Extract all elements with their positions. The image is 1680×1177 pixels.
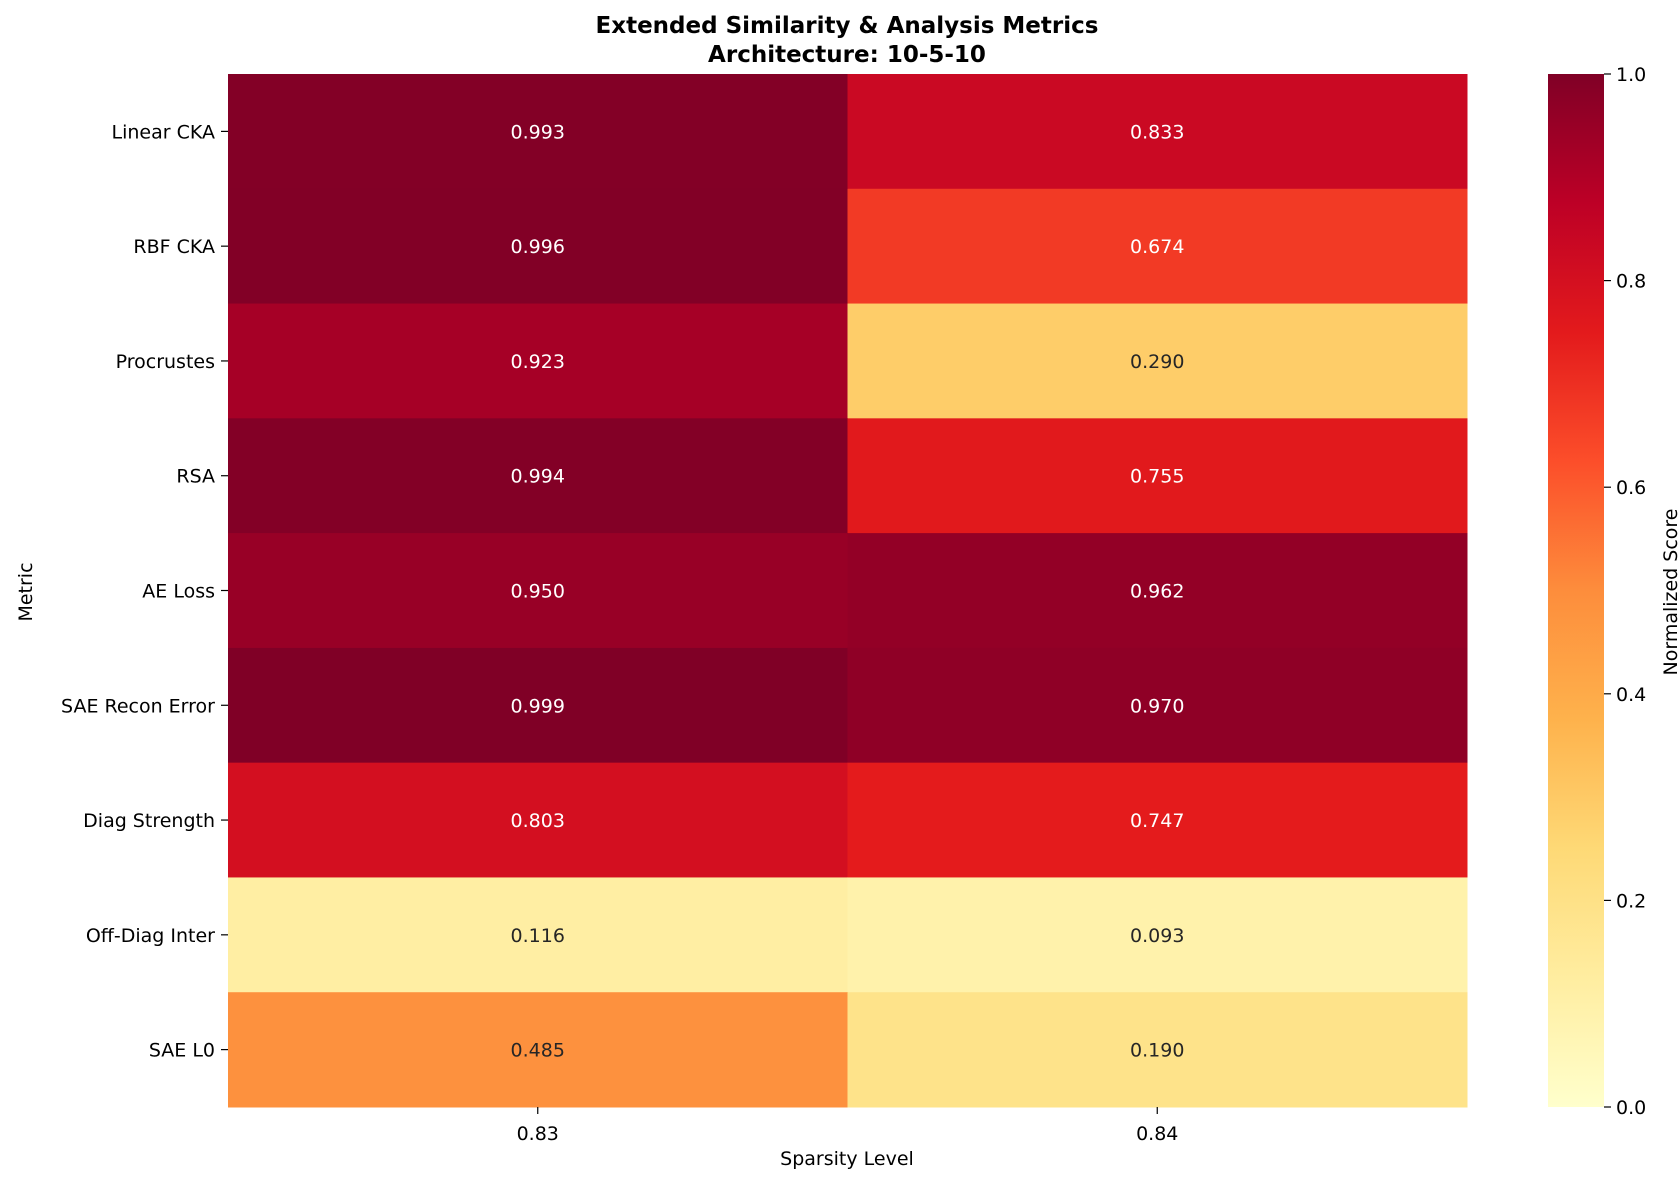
y-tick-label: Linear CKA bbox=[112, 121, 215, 143]
heatmap-cell bbox=[228, 762, 848, 878]
cell-value-label: 0.116 bbox=[511, 925, 565, 947]
y-tick-label: RSA bbox=[176, 466, 215, 488]
x-tick-label: 0.83 bbox=[517, 1123, 559, 1145]
cell-value-label: 0.950 bbox=[511, 581, 565, 603]
cell-value-label: 0.190 bbox=[1130, 1040, 1184, 1062]
heatmap-cell bbox=[847, 533, 1468, 649]
heatmap-cell bbox=[228, 992, 848, 1108]
heatmap-cell bbox=[228, 647, 848, 764]
heatmap-cell bbox=[847, 74, 1468, 190]
heatmap-cells bbox=[228, 74, 1468, 1108]
y-axis-ticks: Linear CKA RBF CKA Procrustes RSA AE Loss SAE… bbox=[61, 121, 228, 1062]
heatmap-cell bbox=[228, 303, 848, 419]
colorbar-tick-label: 1.0 bbox=[1616, 64, 1646, 86]
cell-value-label: 0.290 bbox=[1130, 351, 1184, 373]
y-tick-label: AE Loss bbox=[142, 581, 215, 603]
heatmap-cell bbox=[847, 303, 1468, 419]
heatmap-cell bbox=[847, 188, 1468, 305]
x-tick-label: 0.84 bbox=[1136, 1123, 1178, 1145]
cell-value-label: 0.833 bbox=[1130, 121, 1184, 143]
x-axis-ticks: 0.83 0.84 bbox=[517, 1107, 1178, 1145]
heatmap-cell bbox=[228, 877, 848, 993]
y-tick-label: Diag Strength bbox=[83, 810, 215, 832]
cell-value-label: 0.485 bbox=[511, 1040, 565, 1062]
y-axis-label: Metric bbox=[15, 562, 37, 621]
y-tick-label: SAE L0 bbox=[149, 1040, 215, 1062]
cell-value-label: 0.962 bbox=[1130, 581, 1184, 603]
colorbar: 0.0 0.2 0.4 0.6 0.8 1.0 Normalized Score bbox=[1548, 64, 1680, 1119]
y-tick-label: Procrustes bbox=[116, 351, 215, 373]
heatmap-cell bbox=[228, 74, 848, 190]
colorbar-tick-label: 0.6 bbox=[1616, 477, 1646, 499]
chart-title: Extended Similarity & Analysis Metrics bbox=[596, 13, 1099, 39]
y-tick-label: RBF CKA bbox=[133, 236, 215, 258]
cell-value-label: 0.755 bbox=[1130, 466, 1184, 488]
heatmap-cell bbox=[228, 418, 848, 534]
heatmap-cell-labels: 0.993 0.833 0.996 0.674 0.923 0.290 0.994 0.755… bbox=[511, 121, 1185, 1061]
cell-value-label: 0.747 bbox=[1130, 810, 1184, 832]
cell-value-label: 0.994 bbox=[511, 466, 565, 488]
heatmap-cell bbox=[847, 762, 1468, 878]
heatmap-cell bbox=[847, 647, 1468, 764]
cell-value-label: 0.970 bbox=[1130, 695, 1184, 717]
colorbar-tick-label: 0.8 bbox=[1616, 271, 1646, 293]
y-tick-label: Off-Diag Inter bbox=[86, 925, 215, 947]
heatmap-cell bbox=[228, 188, 848, 305]
colorbar-gradient bbox=[1548, 74, 1604, 1107]
colorbar-tick-label: 0.0 bbox=[1616, 1097, 1646, 1119]
cell-value-label: 0.999 bbox=[511, 695, 565, 717]
heatmap-cell bbox=[847, 418, 1468, 534]
cell-value-label: 0.674 bbox=[1130, 236, 1184, 258]
chart-subtitle: Architecture: 10-5-10 bbox=[708, 42, 986, 68]
heatmap-cell bbox=[847, 877, 1468, 993]
colorbar-label: Normalized Score bbox=[1660, 508, 1680, 675]
cell-value-label: 0.993 bbox=[511, 121, 565, 143]
colorbar-tick-label: 0.2 bbox=[1616, 890, 1646, 912]
cell-value-label: 0.923 bbox=[511, 351, 565, 373]
y-tick-label: SAE Recon Error bbox=[61, 695, 215, 717]
colorbar-tick-label: 0.4 bbox=[1616, 684, 1646, 706]
x-axis-label: Sparsity Level bbox=[780, 1148, 914, 1170]
cell-value-label: 0.803 bbox=[511, 810, 565, 832]
cell-value-label: 0.093 bbox=[1130, 925, 1184, 947]
colorbar-ticks: 0.0 0.2 0.4 0.6 0.8 1.0 bbox=[1604, 64, 1646, 1119]
heatmap-cell bbox=[847, 992, 1468, 1108]
cell-value-label: 0.996 bbox=[511, 236, 565, 258]
heatmap-cell bbox=[228, 533, 848, 649]
